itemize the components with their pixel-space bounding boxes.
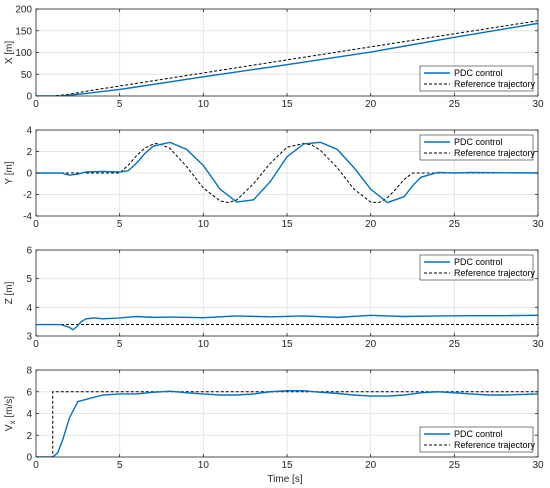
- legend-label: Reference trajectory: [454, 79, 536, 89]
- legend-label: Reference trajectory: [454, 148, 536, 158]
- x-tick-label: 20: [365, 219, 377, 230]
- legend-box: [419, 134, 534, 161]
- legend-box: [419, 65, 534, 92]
- x-tick-label: 20: [365, 99, 377, 110]
- x-tick-label: 30: [532, 460, 544, 471]
- x-tick-label: 15: [281, 460, 293, 471]
- y-tick-label: 50: [21, 70, 33, 81]
- y-tick-label: -2: [23, 190, 32, 201]
- pdc-control-line: [36, 389, 538, 457]
- y-tick-label: 0: [26, 169, 32, 180]
- legend-box: [419, 254, 534, 281]
- y-axis-label: X [m]: [4, 41, 15, 65]
- velocity-x-panel: 0 5 10 15 20 25 30 0 2 4 6 8 Vx [m/s] PDC controlRefe…: [4, 366, 544, 472]
- y-tick-label: 8: [26, 366, 32, 377]
- legend-label: PDC control: [454, 257, 503, 267]
- pdc-control-line: [36, 141, 538, 204]
- legend-label: PDC control: [454, 429, 503, 439]
- y-tick-label: 4: [26, 303, 32, 314]
- y-tick-label: 0: [26, 92, 32, 103]
- x-tick-label: 20: [365, 339, 377, 350]
- x-tick-label: 5: [117, 339, 123, 350]
- pdc-control-line: [36, 314, 538, 331]
- x-tick-label: 0: [33, 460, 39, 471]
- x-tick-label: 30: [532, 99, 544, 110]
- legend-label: PDC control: [454, 68, 503, 78]
- y-tick-label: 6: [26, 387, 32, 398]
- reference-trajectory-line: [36, 142, 538, 204]
- z-position-panel: 0 5 10 15 20 25 30 3 4 5 6 Z [m] PDC controlReferenc…: [4, 246, 544, 351]
- y-axis-label: Vx [m/s]: [4, 396, 17, 431]
- x-tick-label: 30: [532, 219, 544, 230]
- x-tick-label: 5: [117, 99, 123, 110]
- y-tick-label: 150: [15, 26, 32, 37]
- y-tick-label: 6: [26, 246, 32, 257]
- y-tick-label: 200: [15, 5, 32, 16]
- x-tick-label: 30: [532, 339, 544, 350]
- x-tick-label: 5: [117, 460, 123, 471]
- legend-label: Reference trajectory: [454, 268, 536, 278]
- y-axis-label: Y [m]: [4, 161, 15, 184]
- x-tick-label: 25: [449, 339, 461, 350]
- y-tick-label: 5: [26, 274, 32, 285]
- legend-label: Reference trajectory: [454, 440, 536, 450]
- y-tick-label: -4: [23, 212, 32, 223]
- x-tick-label: 25: [449, 460, 461, 471]
- y-tick-label: 100: [15, 48, 32, 59]
- legend-label: PDC control: [454, 137, 503, 147]
- y-tick-label: 2: [26, 431, 32, 442]
- x-tick-label: 25: [449, 219, 461, 230]
- x-tick-label: 0: [33, 99, 39, 110]
- x-tick-label: 10: [198, 460, 210, 471]
- x-tick-label: 15: [281, 99, 293, 110]
- x-position-panel: 0 5 10 15 20 25 30 0 50 100 150 200 X [m] PDC control…: [4, 5, 544, 111]
- x-tick-label: 15: [281, 339, 293, 350]
- y-axis-label: Z [m]: [4, 281, 15, 304]
- y-tick-label: 4: [26, 126, 32, 137]
- legend-box: [419, 426, 534, 453]
- x-tick-label: 10: [198, 99, 210, 110]
- y-position-panel: 0 5 10 15 20 25 30 -4 -2 0 2 4 Y [m] PDC controlRefer…: [4, 126, 544, 231]
- x-tick-label: 20: [365, 460, 377, 471]
- x-tick-label: 5: [117, 219, 123, 230]
- y-tick-label: 0: [26, 453, 32, 464]
- y-tick-label: 3: [26, 332, 32, 343]
- x-tick-label: 10: [198, 219, 210, 230]
- x-tick-label: 0: [33, 339, 39, 350]
- x-axis-label: Time [s]: [267, 474, 302, 485]
- y-tick-label: 4: [26, 409, 32, 420]
- y-tick-label: 2: [26, 147, 32, 158]
- x-tick-label: 10: [198, 339, 210, 350]
- x-tick-label: 0: [33, 219, 39, 230]
- x-tick-label: 25: [449, 99, 461, 110]
- x-tick-label: 15: [281, 219, 293, 230]
